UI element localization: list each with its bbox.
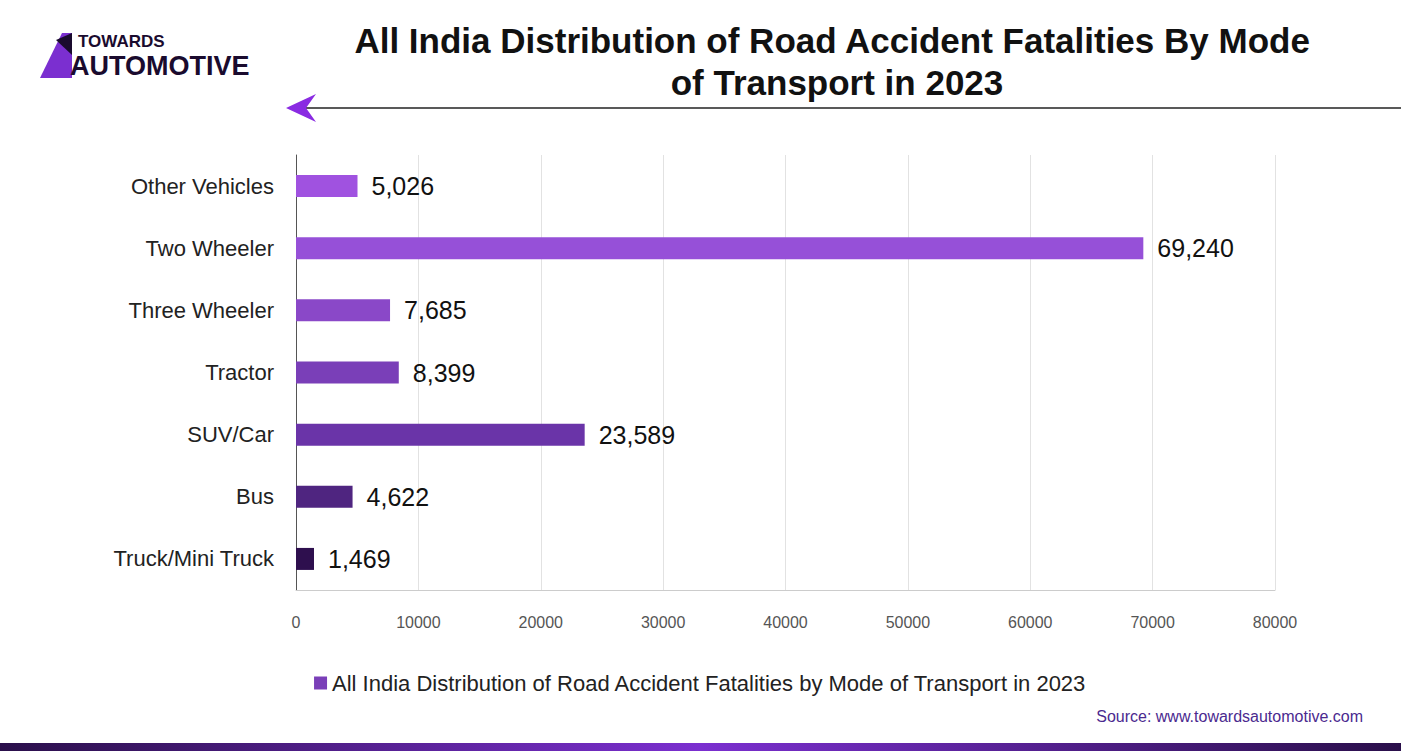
svg-text:1,469: 1,469 (328, 545, 391, 573)
svg-text:Source: www.towardsautomotive.: Source: www.towardsautomotive.com (1096, 708, 1363, 725)
svg-text:Other Vehicles: Other Vehicles (131, 174, 274, 199)
svg-text:Tractor: Tractor (205, 360, 274, 385)
svg-text:Two Wheeler: Two Wheeler (146, 236, 274, 261)
svg-text:60000: 60000 (1008, 614, 1053, 631)
svg-text:AUTOMOTIVE: AUTOMOTIVE (70, 51, 250, 81)
svg-text:50000: 50000 (886, 614, 931, 631)
svg-text:40000: 40000 (763, 614, 808, 631)
svg-text:Bus: Bus (236, 484, 274, 509)
svg-text:10000: 10000 (396, 614, 441, 631)
svg-text:20000: 20000 (519, 614, 564, 631)
svg-text:70000: 70000 (1130, 614, 1175, 631)
svg-text:7,685: 7,685 (404, 296, 467, 324)
svg-text:23,589: 23,589 (599, 421, 675, 449)
svg-text:Three Wheeler: Three Wheeler (128, 298, 274, 323)
svg-text:TOWARDS: TOWARDS (78, 32, 165, 51)
svg-text:8,399: 8,399 (413, 359, 476, 387)
svg-text:5,026: 5,026 (372, 172, 435, 200)
svg-text:80000: 80000 (1253, 614, 1298, 631)
svg-text:Truck/Mini Truck: Truck/Mini Truck (113, 546, 275, 571)
svg-text:All India Distribution of Road: All India Distribution of Road Accident … (354, 21, 1319, 60)
svg-text:of Transport in 2023: of Transport in 2023 (671, 63, 1004, 102)
svg-text:4,622: 4,622 (367, 483, 430, 511)
svg-text:0: 0 (292, 614, 301, 631)
svg-text:All India Distribution of Road: All India Distribution of Road Accident … (332, 671, 1085, 696)
svg-text:69,240: 69,240 (1157, 234, 1233, 262)
svg-text:SUV/Car: SUV/Car (187, 422, 274, 447)
svg-text:30000: 30000 (641, 614, 686, 631)
